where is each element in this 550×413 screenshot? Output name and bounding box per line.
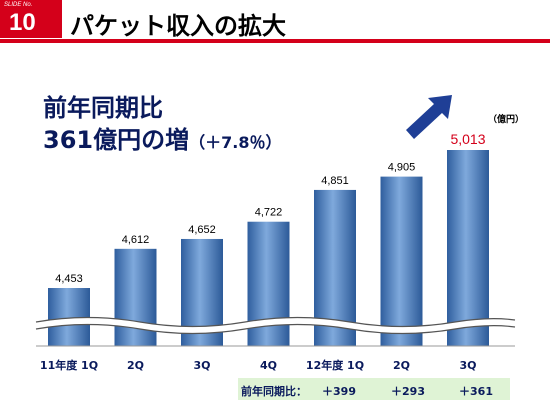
category-label-5: 12年度 1Q <box>306 358 364 372</box>
category-label-3: 3Q <box>193 359 210 372</box>
yoy-change-3: ＋361 <box>459 385 493 398</box>
axis-break-gap <box>36 317 515 334</box>
value-label-1: 4,453 <box>55 273 83 285</box>
slide-title: パケット収入の拡大 <box>70 12 286 40</box>
category-label-6: 2Q <box>393 359 410 372</box>
headline-percent: （＋7.8％） <box>189 133 282 152</box>
yoy-change-band <box>238 378 510 400</box>
axis-break <box>35 316 516 335</box>
category-label-4: 4Q <box>260 359 277 372</box>
category-label-2: 2Q <box>127 359 144 372</box>
value-label-3: 4,652 <box>188 224 216 236</box>
value-label-5: 4,851 <box>321 175 349 187</box>
yoy-change-2: ＋293 <box>391 385 425 398</box>
title-rule <box>0 39 550 43</box>
slide-number-tag: SLIDE No. 10 <box>0 0 62 38</box>
slide-number: 10 <box>9 9 36 36</box>
value-label-2: 4,612 <box>122 234 150 246</box>
headline-line1: 前年同期比 <box>43 94 163 122</box>
category-label-1: 11年度 1Q <box>40 358 98 372</box>
yoy-change-1: ＋399 <box>322 385 356 398</box>
bar-7 <box>447 150 489 346</box>
headline-line2: 361億円の増（＋7.8％） <box>43 120 281 155</box>
value-label-7: 5,013 <box>450 131 485 147</box>
labels-layer: 4,453 4,612 4,652 4,722 4,851 4,905 5,013 <box>55 131 485 285</box>
headline-increase: 361億円の増 <box>43 126 190 154</box>
bars-layer <box>36 150 515 346</box>
value-label-6: 4,905 <box>388 162 416 174</box>
categories-layer: 11年度 1Q 2Q 3Q 4Q 12年度 1Q 2Q 3Q <box>40 358 477 372</box>
yoy-label: 前年同期比： <box>241 385 307 398</box>
bar-2 <box>114 248 157 346</box>
slide-no-label: SLIDE No. <box>4 2 33 8</box>
bar-6 <box>380 176 423 346</box>
trend-up-arrow-icon <box>406 95 452 139</box>
unit-label: （億円） <box>488 115 525 125</box>
value-label-4: 4,722 <box>255 207 283 219</box>
category-label-7: 3Q <box>459 359 476 372</box>
